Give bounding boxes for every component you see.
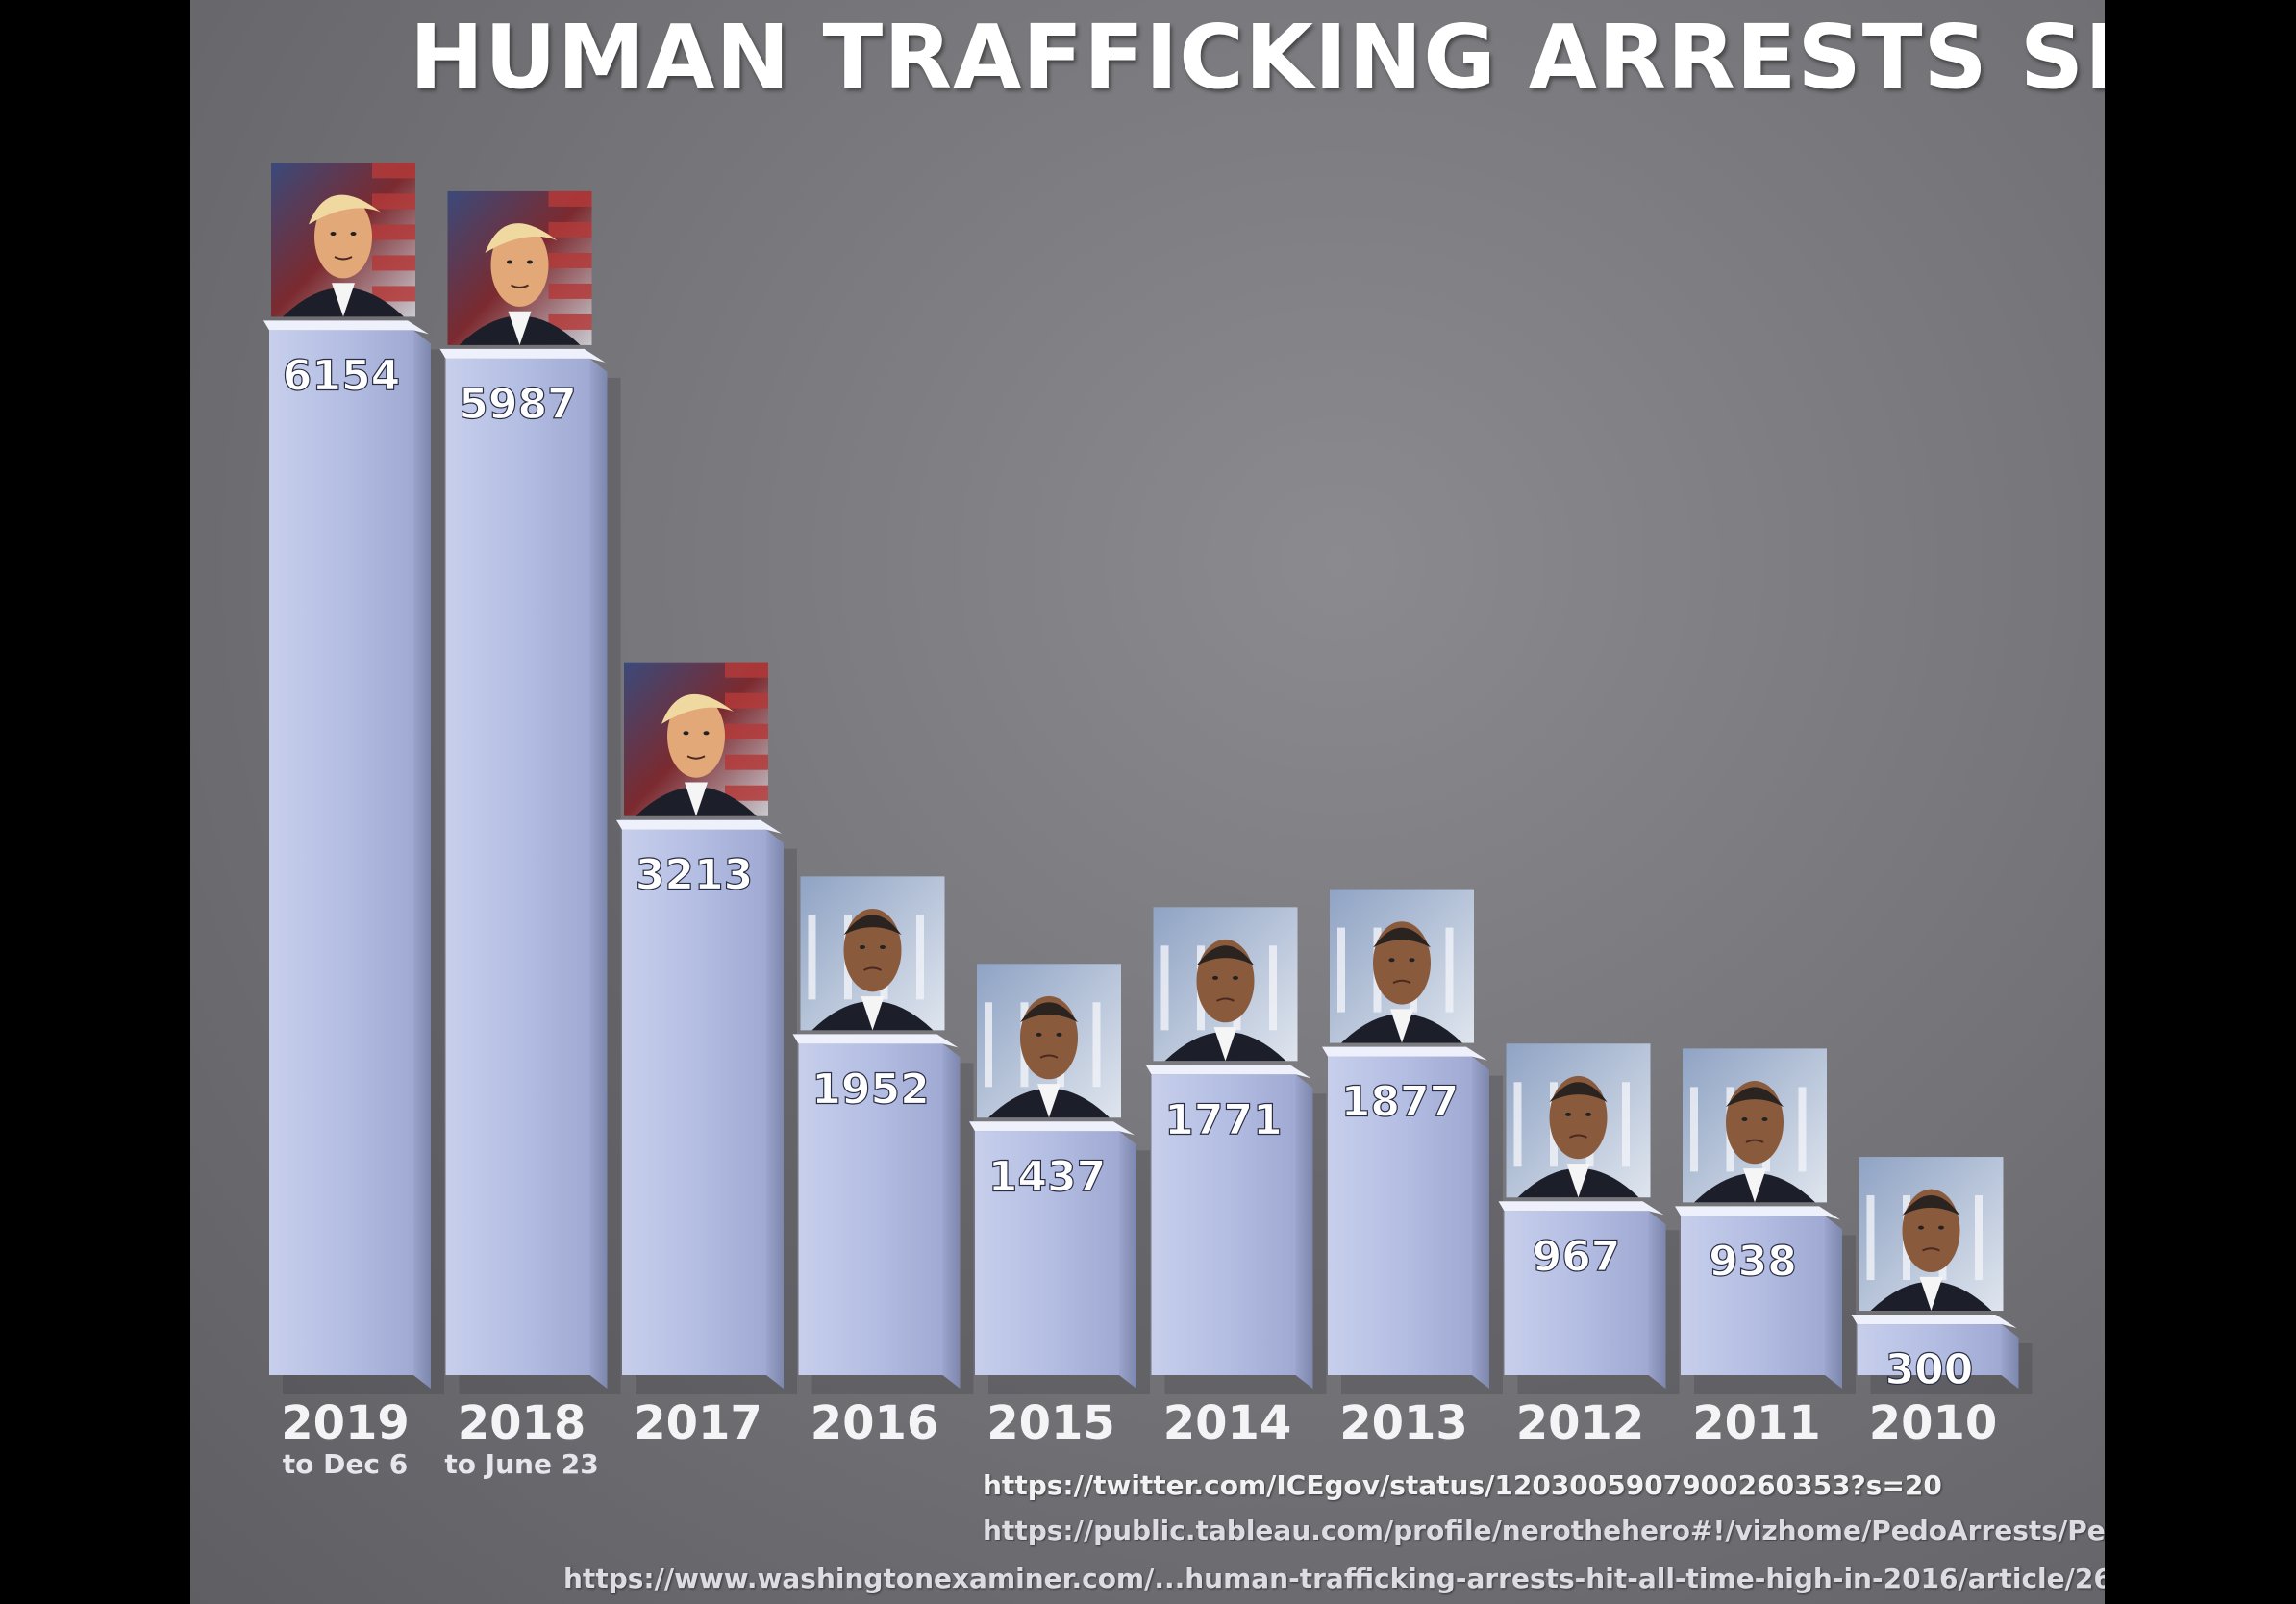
bar-front-2012 bbox=[1504, 1211, 1649, 1375]
bar-side-2018 bbox=[589, 358, 608, 1390]
bar-side-2011 bbox=[1825, 1216, 1842, 1389]
bar-top-2011 bbox=[1675, 1206, 1840, 1220]
bar-2017 bbox=[616, 662, 784, 1389]
bar-top-2014 bbox=[1145, 1065, 1311, 1079]
bar-side-2012 bbox=[1648, 1211, 1666, 1389]
bar-2012 bbox=[1498, 1043, 1666, 1389]
portrait-2010 bbox=[1859, 1157, 2004, 1312]
bar-2013 bbox=[1322, 889, 1489, 1389]
bar-top-2015 bbox=[969, 1121, 1135, 1136]
value-label-2018: 5987 bbox=[459, 380, 576, 429]
portrait-2016 bbox=[800, 876, 945, 1031]
portrait-2015 bbox=[977, 964, 1121, 1118]
portrait-2019 bbox=[271, 163, 415, 317]
bar-top-2019 bbox=[263, 320, 429, 335]
year-note-2019: to Dec 6 bbox=[283, 1448, 408, 1480]
year-label-2018: 2018 bbox=[458, 1396, 586, 1450]
year-label-2011: 2011 bbox=[1692, 1396, 1821, 1450]
bar-front-2013 bbox=[1328, 1056, 1472, 1375]
portrait-2014 bbox=[1153, 907, 1298, 1062]
bar-side-2014 bbox=[1295, 1074, 1313, 1389]
bar-side-2017 bbox=[766, 829, 784, 1389]
portrait-2011 bbox=[1683, 1048, 1827, 1203]
bar-front-2015 bbox=[975, 1131, 1119, 1375]
value-label-2011: 938 bbox=[1709, 1237, 1797, 1286]
bar-side-2010 bbox=[2001, 1324, 2019, 1389]
year-note-2018: to June 23 bbox=[444, 1448, 598, 1480]
portrait-2018 bbox=[447, 190, 592, 345]
bar-top-2018 bbox=[439, 348, 606, 363]
bar-2011 bbox=[1675, 1048, 1842, 1389]
bar-top-2017 bbox=[616, 819, 782, 834]
value-label-2010: 300 bbox=[1885, 1345, 1974, 1394]
bar-top-2010 bbox=[1851, 1315, 2017, 1329]
portrait-2012 bbox=[1506, 1043, 1651, 1198]
bar-side-2016 bbox=[942, 1043, 961, 1389]
infographic-panel: HUMAN TRAFFICKING ARRESTS SINCE 2010 bbox=[190, 0, 2105, 1604]
bar-2015 bbox=[969, 964, 1136, 1389]
bar-front-2010 bbox=[1857, 1324, 2002, 1375]
bar-front-2016 bbox=[798, 1043, 943, 1375]
bar-front-2019 bbox=[269, 330, 413, 1376]
bar-front-2011 bbox=[1681, 1216, 1825, 1375]
bar-side-2019 bbox=[413, 330, 431, 1390]
value-label-2016: 1952 bbox=[811, 1065, 929, 1114]
year-label-2019: 2019 bbox=[281, 1396, 410, 1450]
year-label-2017: 2017 bbox=[634, 1396, 762, 1450]
source-link-tableau[interactable]: https://public.tableau.com/profile/nerot… bbox=[983, 1515, 2105, 1546]
bar-top-2016 bbox=[792, 1034, 959, 1048]
year-label-2016: 2016 bbox=[811, 1396, 939, 1450]
year-label-2013: 2013 bbox=[1339, 1396, 1468, 1450]
bar-2010 bbox=[1851, 1157, 2019, 1389]
year-label-2014: 2014 bbox=[1163, 1396, 1292, 1450]
bar-2016 bbox=[792, 876, 961, 1389]
portrait-2017 bbox=[624, 662, 768, 816]
portrait-2013 bbox=[1330, 889, 1474, 1043]
bar-front-2017 bbox=[622, 829, 766, 1375]
year-label-2012: 2012 bbox=[1516, 1396, 1645, 1450]
bar-2019 bbox=[263, 163, 431, 1390]
bar-side-2013 bbox=[1472, 1056, 1489, 1389]
value-label-2012: 967 bbox=[1533, 1232, 1621, 1281]
year-label-2015: 2015 bbox=[986, 1396, 1115, 1450]
value-label-2014: 1771 bbox=[1164, 1095, 1282, 1144]
value-label-2013: 1877 bbox=[1341, 1078, 1459, 1127]
bar-side-2015 bbox=[1119, 1131, 1136, 1389]
source-link-twitter[interactable]: https://twitter.com/ICEgov/status/120300… bbox=[983, 1469, 1942, 1501]
bar-top-2012 bbox=[1498, 1201, 1664, 1216]
value-label-2019: 6154 bbox=[283, 351, 400, 400]
bar-2014 bbox=[1145, 907, 1313, 1389]
bar-2018 bbox=[439, 190, 608, 1390]
value-label-2015: 1437 bbox=[988, 1152, 1106, 1201]
value-label-2017: 3213 bbox=[636, 851, 753, 900]
year-label-2010: 2010 bbox=[1869, 1396, 1998, 1450]
chart-title: HUMAN TRAFFICKING ARRESTS SINCE 2010 bbox=[410, 6, 2105, 109]
bar-top-2013 bbox=[1322, 1046, 1487, 1061]
bar-front-2018 bbox=[445, 358, 590, 1376]
bar-front-2014 bbox=[1151, 1074, 1296, 1375]
source-link-washington-examiner[interactable]: https://www.washingtonexaminer.com/...hu… bbox=[563, 1563, 2105, 1594]
